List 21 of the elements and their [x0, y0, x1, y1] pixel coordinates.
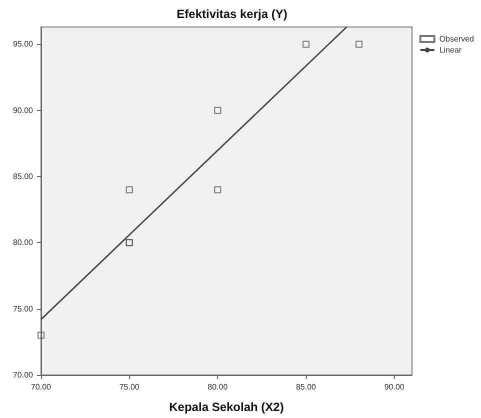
chart-title: Efektivitas kerja (Y) — [176, 7, 288, 21]
point — [214, 106, 222, 114]
y-tick-label: 95.00 — [12, 40, 34, 49]
y-tick-label: 90.00 — [12, 106, 34, 115]
y-tick-label: 70.00 — [12, 370, 34, 380]
point — [214, 186, 222, 194]
legend-label: Linear — [439, 46, 462, 54]
point — [302, 40, 310, 48]
x-tick-label: 85.00 — [296, 382, 317, 392]
x-tick-label: 80.00 — [208, 382, 228, 392]
x-tick-label: 70.00 — [30, 382, 52, 392]
x-tick-label: 90.00 — [384, 382, 405, 392]
x-axis-title: Kepala Sekolah (X2) — [169, 400, 284, 414]
y-tick-label: 85.00 — [12, 172, 34, 182]
point — [356, 40, 362, 48]
point — [38, 332, 44, 339]
x-tick-label: 75.00 — [119, 382, 140, 392]
legend-label: Observed — [439, 34, 474, 44]
point — [126, 186, 133, 194]
y-tick-label: 75.00 — [12, 304, 34, 314]
y-tick-label: 80.00 — [12, 238, 34, 248]
